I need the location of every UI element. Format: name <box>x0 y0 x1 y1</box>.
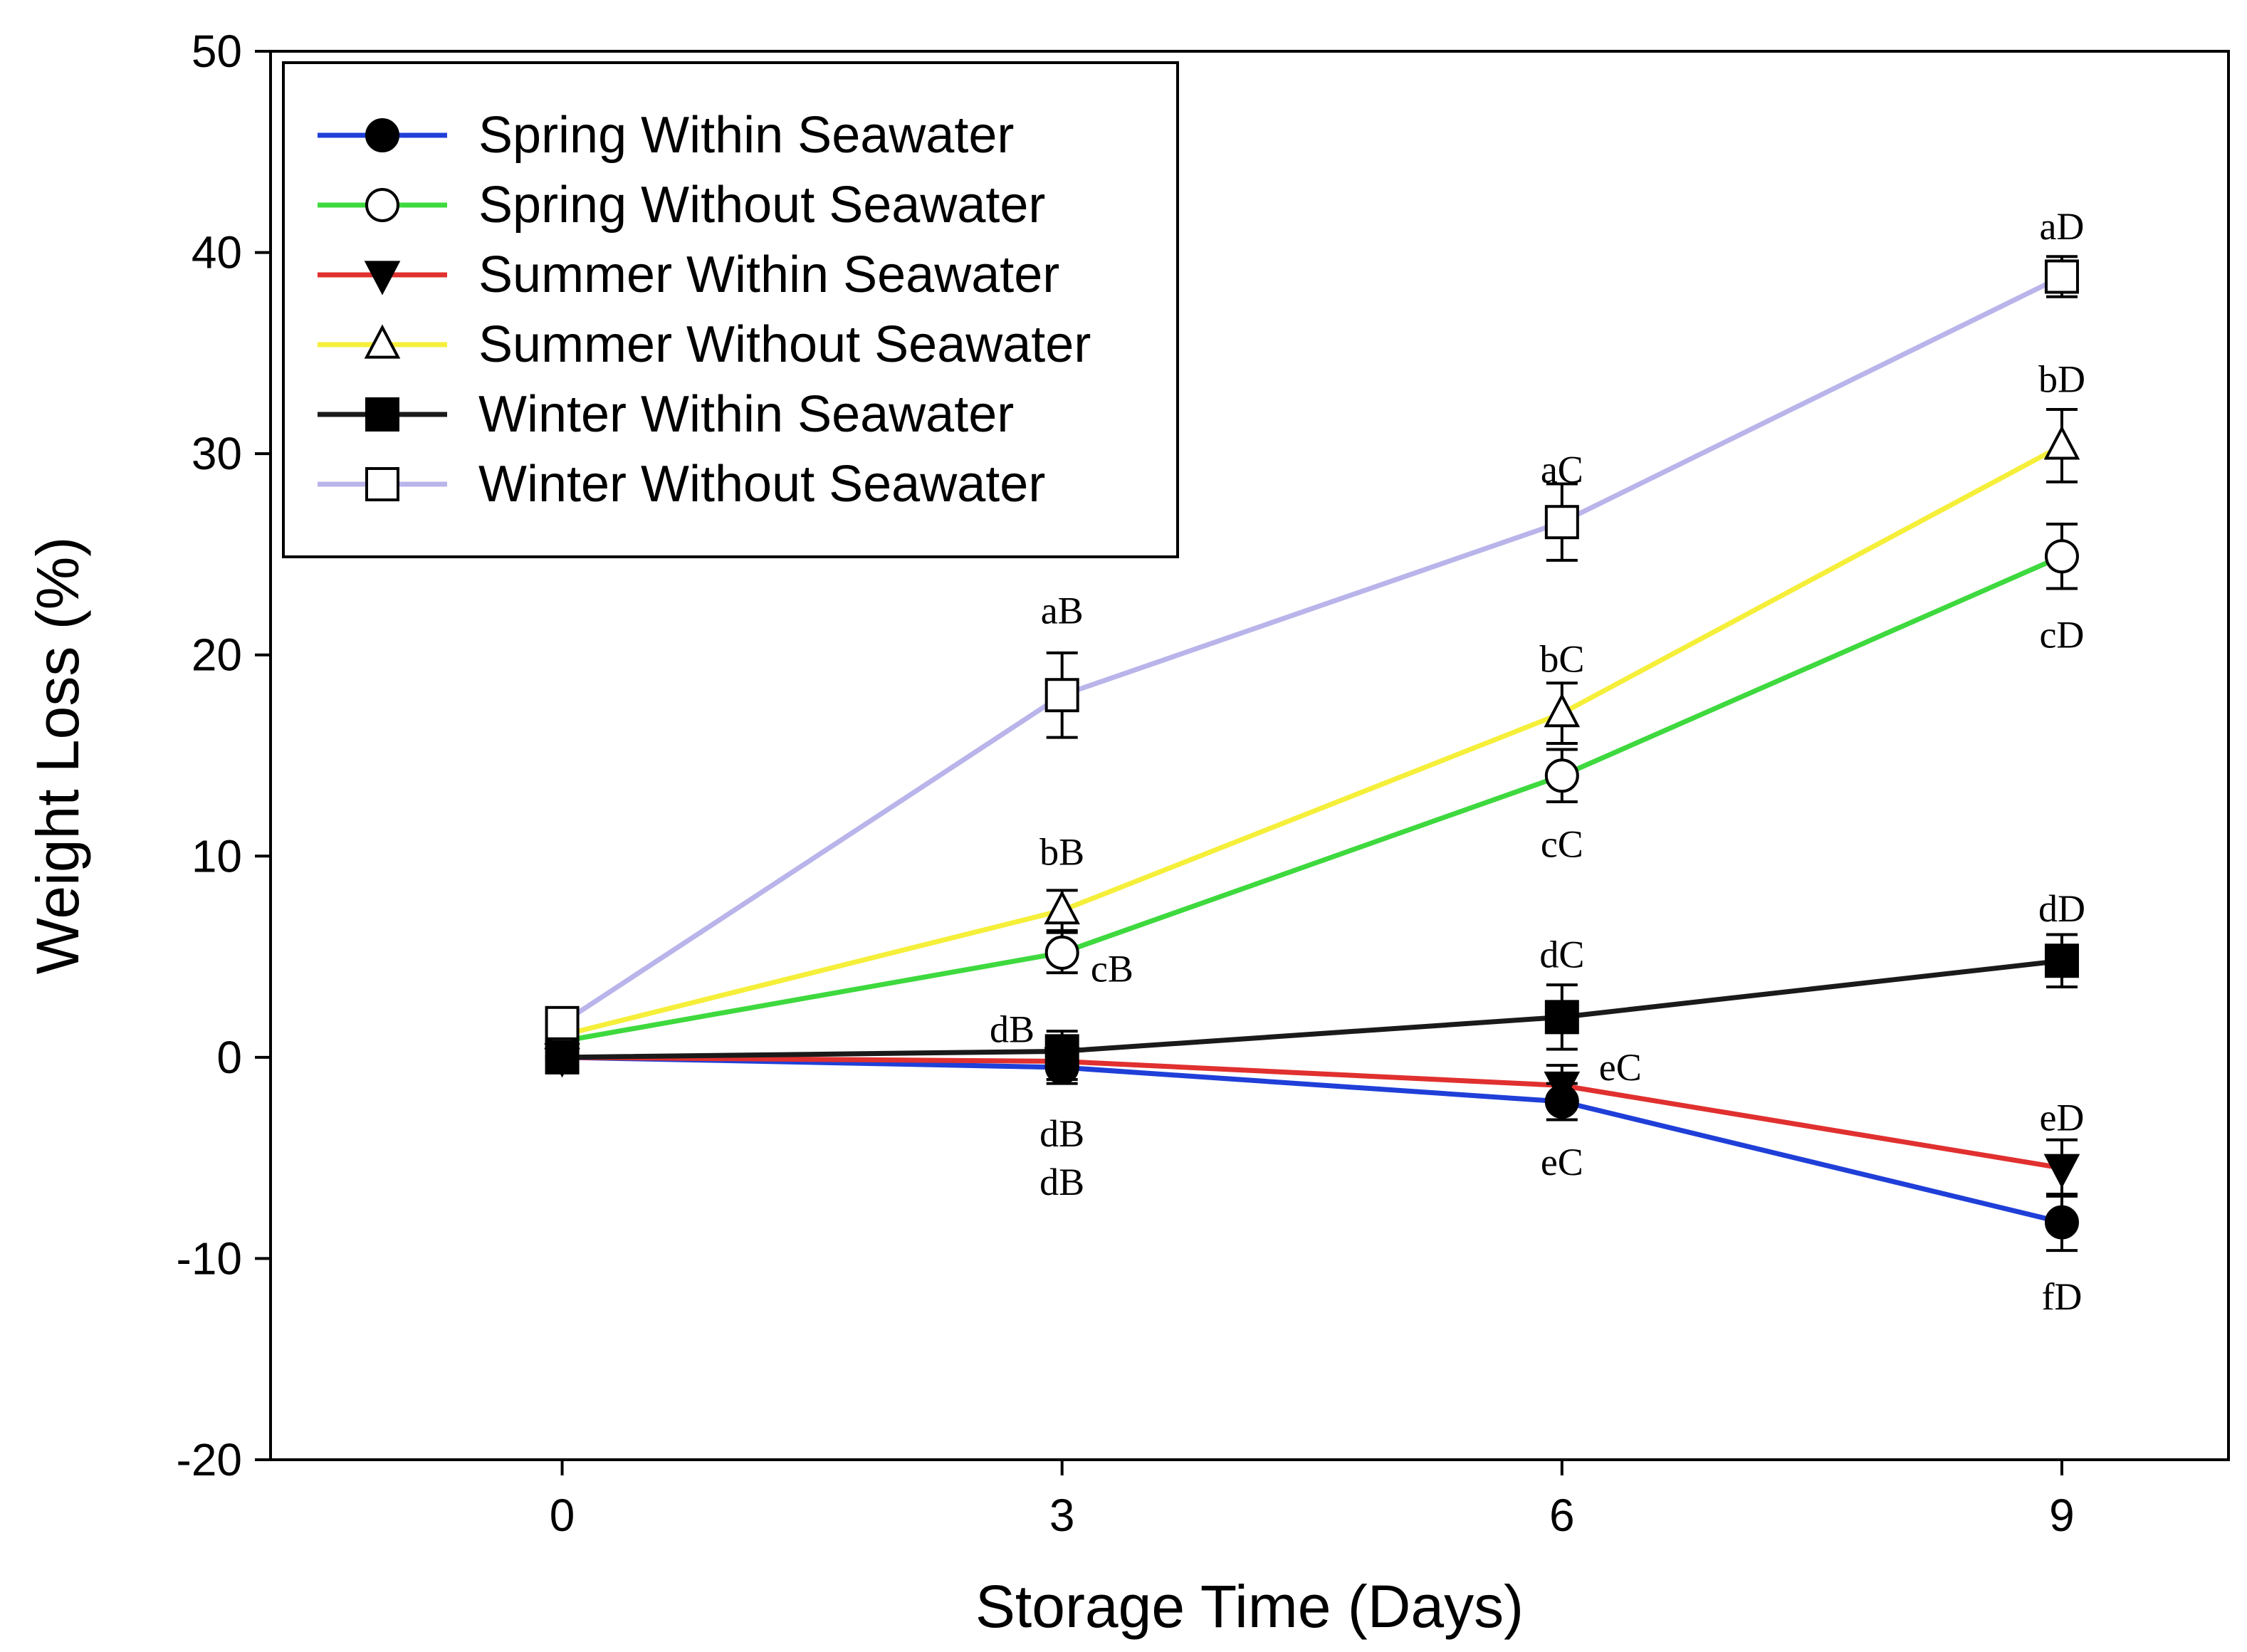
series-line-5 <box>562 958 2063 1060</box>
significance-label: aD <box>2039 205 2084 248</box>
y-tick-label: 0 <box>216 1032 242 1083</box>
data-point-5 <box>2044 943 2079 978</box>
legend-label: Spring Without Seawater <box>478 177 1045 234</box>
data-point-3 <box>1544 1071 1581 1106</box>
significance-label: bB <box>1039 831 1084 874</box>
y-tick-label: 30 <box>192 428 242 479</box>
series-line-1 <box>562 1055 2063 1225</box>
significance-label: aC <box>1541 449 1583 491</box>
data-point-4 <box>1544 693 1581 728</box>
legend-marker <box>365 467 399 501</box>
data-point-1 <box>2044 1205 2079 1240</box>
data-point-6 <box>1544 505 1579 540</box>
legend-label: Winter Within Seawater <box>478 386 1014 443</box>
significance-label: cC <box>1541 822 1583 865</box>
axis-layer: -20 -10 0 10 20 30 40 50 0 3 6 9 <box>177 26 2075 1541</box>
significance-label: cD <box>2039 613 2084 656</box>
data-point-2 <box>2044 539 2079 574</box>
significance-label: dD <box>2038 887 2085 930</box>
legend-marker <box>364 261 401 296</box>
data-point-5 <box>545 1040 580 1075</box>
data-point-2 <box>1044 935 1079 970</box>
y-tick-label: -20 <box>177 1434 243 1485</box>
y-tick-label: -10 <box>177 1233 243 1284</box>
x-tick-label: 6 <box>1549 1490 1575 1541</box>
legend-marker <box>365 188 399 222</box>
data-point-4 <box>2043 425 2080 460</box>
y-tick-label: 40 <box>192 227 242 278</box>
series-line-2 <box>561 554 2063 1044</box>
significance-label: bD <box>2038 358 2085 401</box>
series-line-6 <box>560 274 2063 1025</box>
data-point-4 <box>1044 890 1081 925</box>
significance-label: dB <box>990 1008 1035 1050</box>
data-point-2 <box>1544 758 1579 793</box>
y-axis-title: Weight Loss (%) <box>24 537 91 975</box>
significance-label: bC <box>1539 637 1584 680</box>
y-tick-label: 50 <box>192 26 242 77</box>
significance-label: aB <box>1041 590 1084 632</box>
data-point-6 <box>545 1005 580 1040</box>
significance-label: eC <box>1541 1141 1583 1183</box>
data-point-5 <box>1044 1034 1079 1069</box>
data-point-5 <box>1544 1000 1579 1035</box>
y-tick-label: 10 <box>192 830 242 882</box>
legend-label: Winter Without Seawater <box>478 456 1045 513</box>
data-point-6 <box>2044 259 2079 294</box>
legend-marker <box>364 324 401 359</box>
x-tick-label: 3 <box>1049 1490 1075 1541</box>
legend-label: Summer Without Seawater <box>478 316 1091 373</box>
significance-label: dB <box>1039 1112 1084 1155</box>
legend: Spring Within Seawater Spring Without Sea… <box>282 61 1179 558</box>
legend-box <box>282 61 1179 558</box>
annotation-layer: aB bB cB dB dB dB aC bC cC dC eC eC aD bD cD dD eD fD <box>990 205 2085 1318</box>
significance-label: dC <box>1539 934 1584 976</box>
series-layer <box>544 255 2080 1253</box>
data-point-3 <box>2043 1154 2080 1188</box>
significance-label: fD <box>2041 1275 2082 1318</box>
data-point-6 <box>1044 678 1079 713</box>
series-line-4 <box>561 443 2063 1038</box>
legend-marker <box>365 397 399 432</box>
y-tick-label: 20 <box>192 629 242 681</box>
legend-label: Summer Within Seawater <box>478 246 1059 303</box>
significance-label: eC <box>1599 1046 1642 1089</box>
legend-label: Spring Within Seawater <box>478 107 1014 164</box>
x-axis-title: Storage Time (Days) <box>975 1573 1524 1640</box>
legend-marker <box>365 118 399 152</box>
x-tick-label: 0 <box>550 1490 575 1541</box>
significance-label: cB <box>1091 948 1133 990</box>
significance-label: eD <box>2039 1097 2084 1139</box>
significance-label: dB <box>1039 1161 1084 1203</box>
series-line-3 <box>562 1055 2063 1171</box>
x-tick-label: 9 <box>2049 1490 2075 1541</box>
